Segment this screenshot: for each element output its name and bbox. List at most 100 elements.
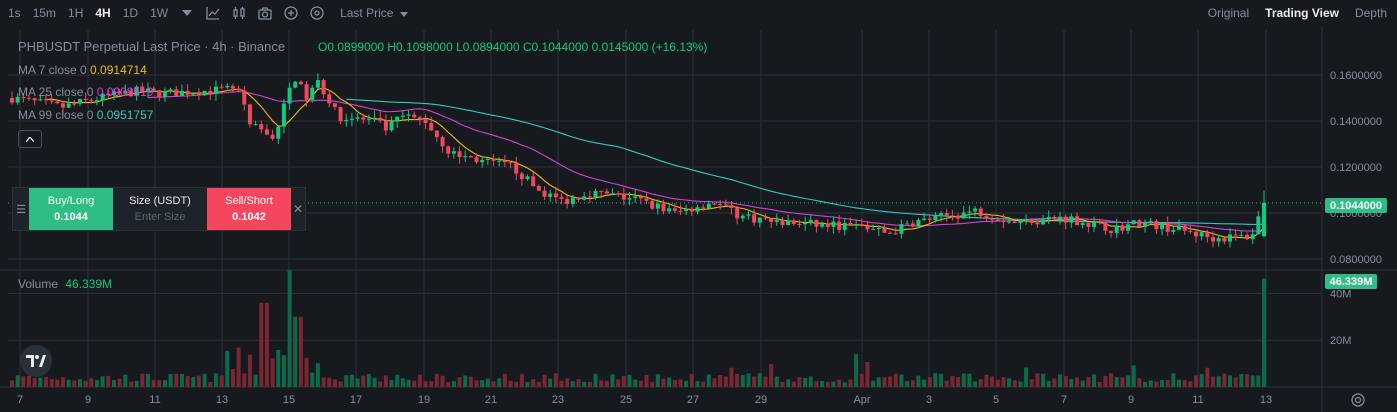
view-trading-view[interactable]: Trading View [1265, 6, 1339, 20]
candle-body [264, 129, 269, 135]
camera-icon[interactable] [252, 0, 278, 26]
view-original[interactable]: Original [1207, 6, 1250, 20]
volume-bar [746, 373, 751, 387]
volume-bar [321, 377, 326, 387]
volume-bar [644, 374, 649, 387]
volume-bar [219, 375, 224, 387]
ma25-label: MA 25 close 0 [18, 85, 94, 99]
candle-body [950, 215, 955, 217]
candle-body [423, 119, 428, 124]
volume-bar [825, 382, 830, 387]
candle-body [202, 90, 207, 96]
volume-bar [264, 302, 269, 387]
volume-bar [225, 350, 230, 387]
volume-bar [310, 372, 315, 387]
timeframe-1d[interactable]: 1D [122, 6, 139, 20]
gear-icon[interactable] [1350, 392, 1366, 408]
volume-bar [378, 381, 383, 387]
time-tick-label: 3 [926, 394, 932, 406]
candle-body [1097, 221, 1102, 223]
volume-bar [667, 377, 672, 387]
view-depth[interactable]: Depth [1354, 6, 1387, 20]
candle-body [1233, 234, 1238, 236]
volume-bar [678, 379, 683, 387]
timeframe-1s[interactable]: 1s [8, 6, 21, 20]
volume-bar [1131, 365, 1136, 387]
volume-bar [208, 381, 213, 387]
candle-body [361, 117, 366, 120]
candle-body [1046, 216, 1051, 220]
buy-long-button[interactable]: Buy/Long 0.1044 [29, 188, 113, 230]
candle-body [242, 90, 247, 105]
volume-bar [49, 379, 54, 387]
price-type-select[interactable]: Last Price [340, 6, 408, 20]
indicator-icon[interactable] [200, 0, 226, 26]
sell-short-button[interactable]: Sell/Short 0.1042 [207, 188, 291, 230]
volume-bar [259, 302, 264, 387]
candle-body [378, 117, 383, 121]
timeframe-15m[interactable]: 15m [32, 6, 57, 20]
drag-handle-icon[interactable]: ☰ [16, 203, 26, 216]
candle-body [604, 191, 609, 194]
candle-body [854, 223, 859, 226]
volume-bar [876, 377, 881, 387]
candle-body [468, 156, 473, 158]
collapse-legend-button[interactable] [18, 130, 42, 148]
candle-body [559, 197, 564, 199]
candle-body [786, 220, 791, 225]
volume-bar [735, 373, 740, 387]
volume-bar [151, 379, 156, 387]
candle-body [706, 203, 711, 209]
volume-bar [66, 379, 71, 387]
volume-bar [786, 379, 791, 387]
candle-body [429, 123, 434, 131]
volume-bar [1052, 378, 1057, 387]
time-tick-label: 21 [485, 394, 497, 406]
ma99-value: 0.0951757 [96, 108, 154, 122]
candle-body [644, 198, 649, 201]
candle-body [831, 221, 836, 227]
volume-bar [967, 373, 972, 387]
candle-body [26, 97, 31, 99]
volume-bar [440, 375, 445, 387]
candle-body [66, 103, 71, 108]
volume-bar [910, 380, 915, 387]
candle-body [55, 101, 60, 104]
volume-bar [1233, 377, 1238, 387]
volume-bar [89, 378, 94, 387]
candle-body [661, 203, 666, 212]
candle-body [123, 90, 128, 94]
candle-body [332, 103, 337, 108]
candle-body [848, 222, 853, 226]
timeframe-1h[interactable]: 1H [68, 6, 84, 20]
volume-bar [1058, 374, 1063, 387]
volume-bar [565, 378, 570, 387]
candle-body [1154, 220, 1159, 230]
candle-body [627, 198, 632, 200]
time-tick-label: Apr [853, 394, 870, 406]
chevron-down-icon[interactable] [174, 0, 200, 26]
candle-body [780, 220, 785, 225]
candle-body [865, 225, 870, 230]
candle-body [89, 99, 94, 101]
close-icon[interactable]: ✕ [292, 202, 304, 216]
settings-circle-icon[interactable] [304, 0, 330, 26]
candle-type-icon[interactable] [226, 0, 252, 26]
tradingview-logo[interactable] [20, 345, 52, 377]
volume-bar [1199, 374, 1204, 387]
candle-body [253, 124, 258, 126]
candle-body [797, 224, 802, 226]
volume-bar [1114, 377, 1119, 387]
plus-circle-icon[interactable] [278, 0, 304, 26]
candle-body [485, 158, 490, 160]
volume-bar [253, 374, 258, 387]
volume-bar [480, 380, 485, 387]
timeframe-4h[interactable]: 4H [95, 6, 111, 20]
size-input[interactable]: Size (USDT) Enter Size [113, 188, 207, 230]
volume-bar [1262, 278, 1266, 387]
view-switcher: Original Trading View Depth [1208, 0, 1387, 26]
candle-body [327, 94, 332, 104]
volume-bar [1041, 373, 1046, 387]
timeframe-1w[interactable]: 1W [150, 6, 169, 20]
volume-bar [236, 347, 241, 387]
